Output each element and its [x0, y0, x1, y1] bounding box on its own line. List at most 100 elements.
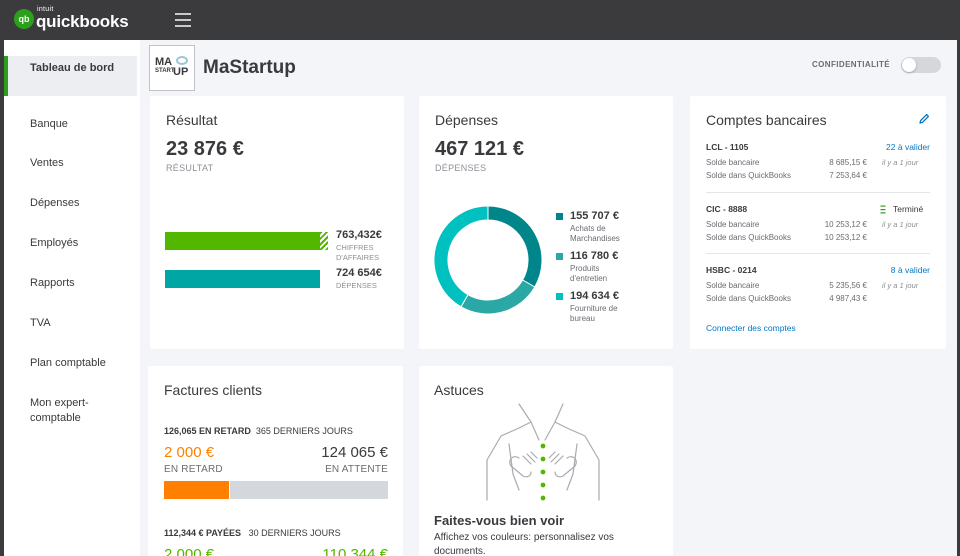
expenses-caption: DÉPENSES: [435, 163, 487, 173]
legend-label-merchandise-2: Marchandises: [570, 234, 620, 243]
bank-balance-value: 10 253,12 €: [824, 220, 867, 229]
profit-card[interactable]: Résultat 23 876 € RÉSULTAT 763,432€ CHIF…: [150, 96, 404, 349]
expenses-value: 467 121 €: [435, 138, 524, 160]
sidebar-item-dashboard[interactable]: Tableau de bord: [4, 56, 137, 96]
donut-slice-cleaning[interactable]: [460, 279, 536, 315]
legend-swatch-cleaning: [556, 253, 563, 260]
revenue-value: 763,432€: [336, 229, 382, 241]
donut-slice-office[interactable]: [433, 205, 489, 308]
expenses-card[interactable]: Dépenses 467 121 € DÉPENSES 155 707 € Ac…: [419, 96, 673, 349]
company-name: MaStartup: [203, 57, 296, 78]
bank-accounts-card: Comptes bancaires LCL - 1105 22 à valide…: [690, 96, 946, 349]
bank-accounts-title: Comptes bancaires: [706, 112, 827, 128]
bank-divider: [706, 192, 930, 193]
invoices-paid-amount: 112,344 € PAYÉES: [164, 528, 242, 538]
bank-balance-label: Solde bancaire: [706, 220, 760, 229]
expenses-total-label: DÉPENSES: [336, 281, 377, 290]
legend-label-merchandise-1: Achats de: [570, 224, 606, 233]
legend-amount-merchandise: 155 707 €: [570, 210, 619, 222]
invoices-paid-period: 30 DERNIERS JOURS: [248, 528, 341, 538]
sidebar-item-reports[interactable]: Rapports: [30, 277, 75, 289]
sidebar-item-employees[interactable]: Employés: [30, 237, 79, 249]
legend-label-cleaning-2: d'entretien: [570, 274, 608, 283]
legend-amount-cleaning: 116 780 €: [570, 250, 619, 262]
qb-balance-label: Solde dans QuickBooks: [706, 171, 791, 180]
company-logo-text-3: UP: [173, 66, 189, 78]
edit-pencil-icon[interactable]: [917, 112, 931, 126]
bank-updated: il y a 1 jour: [882, 220, 919, 229]
qb-balance-value: 7 253,64 €: [829, 171, 867, 180]
bank-action-lcl[interactable]: 22 à valider: [886, 142, 930, 152]
legend-label-cleaning-1: Produits: [570, 264, 600, 273]
legend-amount-office: 194 634 €: [570, 290, 619, 302]
window-frame-left: [0, 40, 4, 556]
qb-balance-label: Solde dans QuickBooks: [706, 233, 791, 242]
company-logo-text-1: MA: [155, 56, 173, 68]
sidebar-item-sales[interactable]: Ventes: [30, 157, 64, 169]
invoices-paid-summary: 112,344 € PAYÉES 30 DERNIERS JOURS: [164, 528, 341, 538]
bank-updated: il y a 1 jour: [882, 158, 919, 167]
paid-value-2: 110 344 €: [322, 546, 388, 556]
overdue-value: 2 000 €: [164, 444, 215, 461]
legend-swatch-merchandise: [556, 213, 563, 220]
invoices-unpaid-period: 365 DERNIERS JOURS: [255, 426, 353, 436]
pending-value: 124 065 €: [321, 444, 388, 461]
privacy-toggle[interactable]: [901, 57, 941, 73]
tips-description: Affichez vos couleurs: personnalisez vos…: [434, 532, 614, 556]
expenses-card-title: Dépenses: [435, 112, 499, 128]
overdue-bar[interactable]: [164, 481, 229, 499]
invoices-unpaid-summary: 126,065 EN RETARD 365 DERNIERS JOURS: [164, 426, 353, 436]
person-buttoning-shirt-illustration: [486, 403, 600, 501]
company-logo-text-2: START: [155, 68, 175, 74]
expenses-donut-chart[interactable]: [433, 205, 543, 315]
intuit-label: intuit: [37, 6, 54, 13]
expenses-total-value: 724 654€: [336, 267, 382, 279]
bank-name-hsbc[interactable]: HSBC - 0214: [706, 265, 757, 275]
tips-card-title: Astuces: [434, 382, 484, 398]
toggle-knob: [902, 58, 916, 72]
company-logo[interactable]: MA START UP: [149, 45, 195, 91]
connect-accounts-link[interactable]: Connecter des comptes: [706, 323, 796, 333]
qb-balance-value: 4 987,43 €: [829, 294, 867, 303]
legend-label-office-2: bureau: [570, 314, 595, 323]
bank-action-hsbc[interactable]: 8 à valider: [890, 265, 930, 275]
sidebar-item-vat[interactable]: TVA: [30, 317, 51, 329]
sidebar-item-chart-of-accounts[interactable]: Plan comptable: [30, 357, 106, 369]
bank-status-cic: Terminé: [893, 204, 924, 214]
bank-name-lcl[interactable]: LCL - 1105: [706, 142, 749, 152]
top-bar: qb intuit quickbooks: [0, 0, 960, 40]
expenses-bar[interactable]: [165, 270, 320, 288]
sidebar-item-banking[interactable]: Banque: [30, 118, 68, 130]
invoices-card[interactable]: Factures clients 126,065 EN RETARD 365 D…: [148, 366, 403, 556]
revenue-label-2: D'AFFAIRES: [336, 253, 380, 262]
company-logo-mark-icon: [176, 56, 188, 65]
quickbooks-logo-icon[interactable]: qb: [14, 9, 34, 29]
donut-slice-merchandise[interactable]: [487, 205, 543, 288]
window-frame-right: [957, 40, 960, 556]
bank-balance-value: 8 685,15 €: [829, 158, 867, 167]
tips-heading: Faites-vous bien voir: [434, 513, 565, 528]
tips-card[interactable]: Astuces Faites-vous bien voir Affichez v…: [419, 366, 673, 556]
bank-balance-value: 5 235,56 €: [829, 281, 867, 290]
qb-balance-value: 10 253,12 €: [824, 233, 867, 242]
quickbooks-wordmark[interactable]: quickbooks: [36, 12, 129, 31]
bank-name-cic[interactable]: CIC - 8888: [706, 204, 748, 214]
sidebar: Tableau de bord Banque Ventes Dépenses E…: [4, 40, 140, 556]
legend-label-office-1: Fourniture de: [570, 304, 618, 313]
invoices-unpaid-amount: 126,065 EN RETARD: [164, 426, 251, 436]
revenue-label-1: CHIFFRES: [336, 243, 374, 252]
sidebar-item-accountant[interactable]: Mon expert-comptable: [30, 397, 89, 424]
revenue-bar[interactable]: [165, 232, 320, 250]
sidebar-item-expenses[interactable]: Dépenses: [30, 197, 80, 209]
checklist-icon: [880, 205, 886, 214]
qb-balance-label: Solde dans QuickBooks: [706, 294, 791, 303]
profit-caption: RÉSULTAT: [166, 163, 214, 173]
privacy-label: CONFIDENTIALITÉ: [812, 60, 890, 69]
legend-swatch-office: [556, 293, 563, 300]
menu-icon[interactable]: [175, 13, 191, 27]
bank-divider: [706, 253, 930, 254]
pending-bar[interactable]: [229, 481, 388, 499]
revenue-bar-hatched[interactable]: [319, 232, 328, 250]
bank-balance-label: Solde bancaire: [706, 281, 760, 290]
profit-card-title: Résultat: [166, 112, 218, 128]
